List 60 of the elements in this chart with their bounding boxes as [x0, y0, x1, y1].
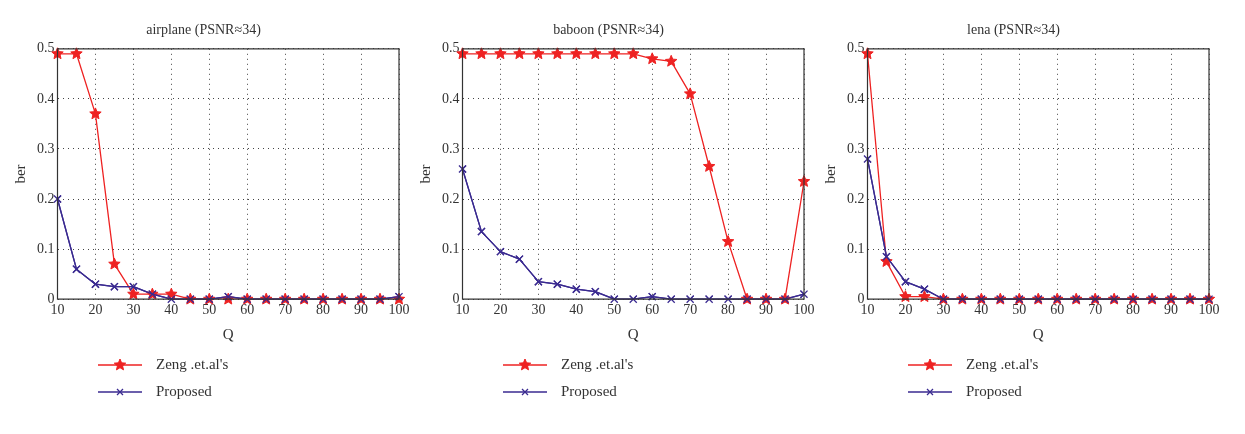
y-tick-label: 0.1 — [37, 240, 55, 256]
x-axis-title: Q — [1032, 325, 1044, 342]
x-tick-label: 70 — [1088, 302, 1103, 318]
x-tick-label: 70 — [683, 302, 698, 318]
y-tick-label: 0.5 — [847, 40, 865, 56]
y-tick-label: 0.4 — [847, 90, 865, 106]
x-tick-label: 40 — [569, 302, 584, 318]
x-tick-label: 80 — [316, 302, 331, 318]
y-tick-label: 0.5 — [442, 40, 460, 56]
y-axis-title: ber — [11, 164, 28, 184]
x-tick-label: 40 — [974, 302, 989, 318]
legend-label: Zeng .et.al's — [156, 356, 229, 373]
chart-title: airplane (PSNR≈34) — [146, 22, 262, 39]
x-tick-label: 10 — [50, 302, 65, 318]
x-tick-label: 30 — [936, 302, 951, 318]
x-axis-title: Q — [222, 325, 234, 342]
x-tick-label: 70 — [278, 302, 293, 318]
legend-label: Proposed — [156, 383, 212, 400]
x-tick-label: 60 — [645, 302, 660, 318]
x-tick-label: 80 — [1126, 302, 1141, 318]
x-tick-label: 50 — [202, 302, 217, 318]
x-tick-label: 90 — [759, 302, 774, 318]
y-tick-label: 0.4 — [37, 90, 55, 106]
x-axis-title: Q — [627, 325, 639, 342]
y-tick-label: 0.1 — [442, 240, 460, 256]
x-tick-label: 100 — [388, 302, 410, 318]
x-tick-label: 100 — [793, 302, 815, 318]
x-tick-label: 20 — [88, 302, 103, 318]
legend-label: Proposed — [561, 383, 617, 400]
x-tick-label: 60 — [240, 302, 255, 318]
x-tick-label: 30 — [531, 302, 546, 318]
x-tick-label: 20 — [493, 302, 508, 318]
x-tick-label: 40 — [164, 302, 179, 318]
x-tick-label: 50 — [607, 302, 622, 318]
y-tick-label: 0.3 — [847, 140, 865, 156]
y-axis-title: ber — [416, 164, 433, 184]
chart-title: baboon (PSNR≈34) — [553, 22, 665, 39]
y-axis-title: ber — [821, 164, 838, 184]
chart-title: lena (PSNR≈34) — [967, 22, 1061, 39]
x-tick-label: 60 — [1050, 302, 1065, 318]
x-tick-label: 20 — [898, 302, 913, 318]
y-tick-label: 0.3 — [442, 140, 460, 156]
legend-label: Zeng .et.al's — [561, 356, 634, 373]
y-tick-label: 0.2 — [847, 190, 865, 206]
x-tick-label: 30 — [126, 302, 141, 318]
y-tick-label: 0.3 — [37, 140, 55, 156]
x-tick-label: 90 — [1164, 302, 1179, 318]
x-tick-label: 10 — [455, 302, 470, 318]
x-tick-label: 50 — [1012, 302, 1027, 318]
y-tick-label: 0.1 — [847, 240, 865, 256]
x-tick-label: 90 — [354, 302, 369, 318]
y-tick-label: 0.2 — [37, 190, 55, 206]
legend-label: Zeng .et.al's — [966, 356, 1039, 373]
x-tick-label: 100 — [1198, 302, 1220, 318]
x-tick-label: 10 — [860, 302, 875, 318]
x-tick-label: 80 — [721, 302, 736, 318]
legend-label: Proposed — [966, 383, 1022, 400]
y-tick-label: 0.2 — [442, 190, 460, 206]
y-tick-label: 0.5 — [37, 40, 55, 56]
y-tick-label: 0.4 — [442, 90, 460, 106]
